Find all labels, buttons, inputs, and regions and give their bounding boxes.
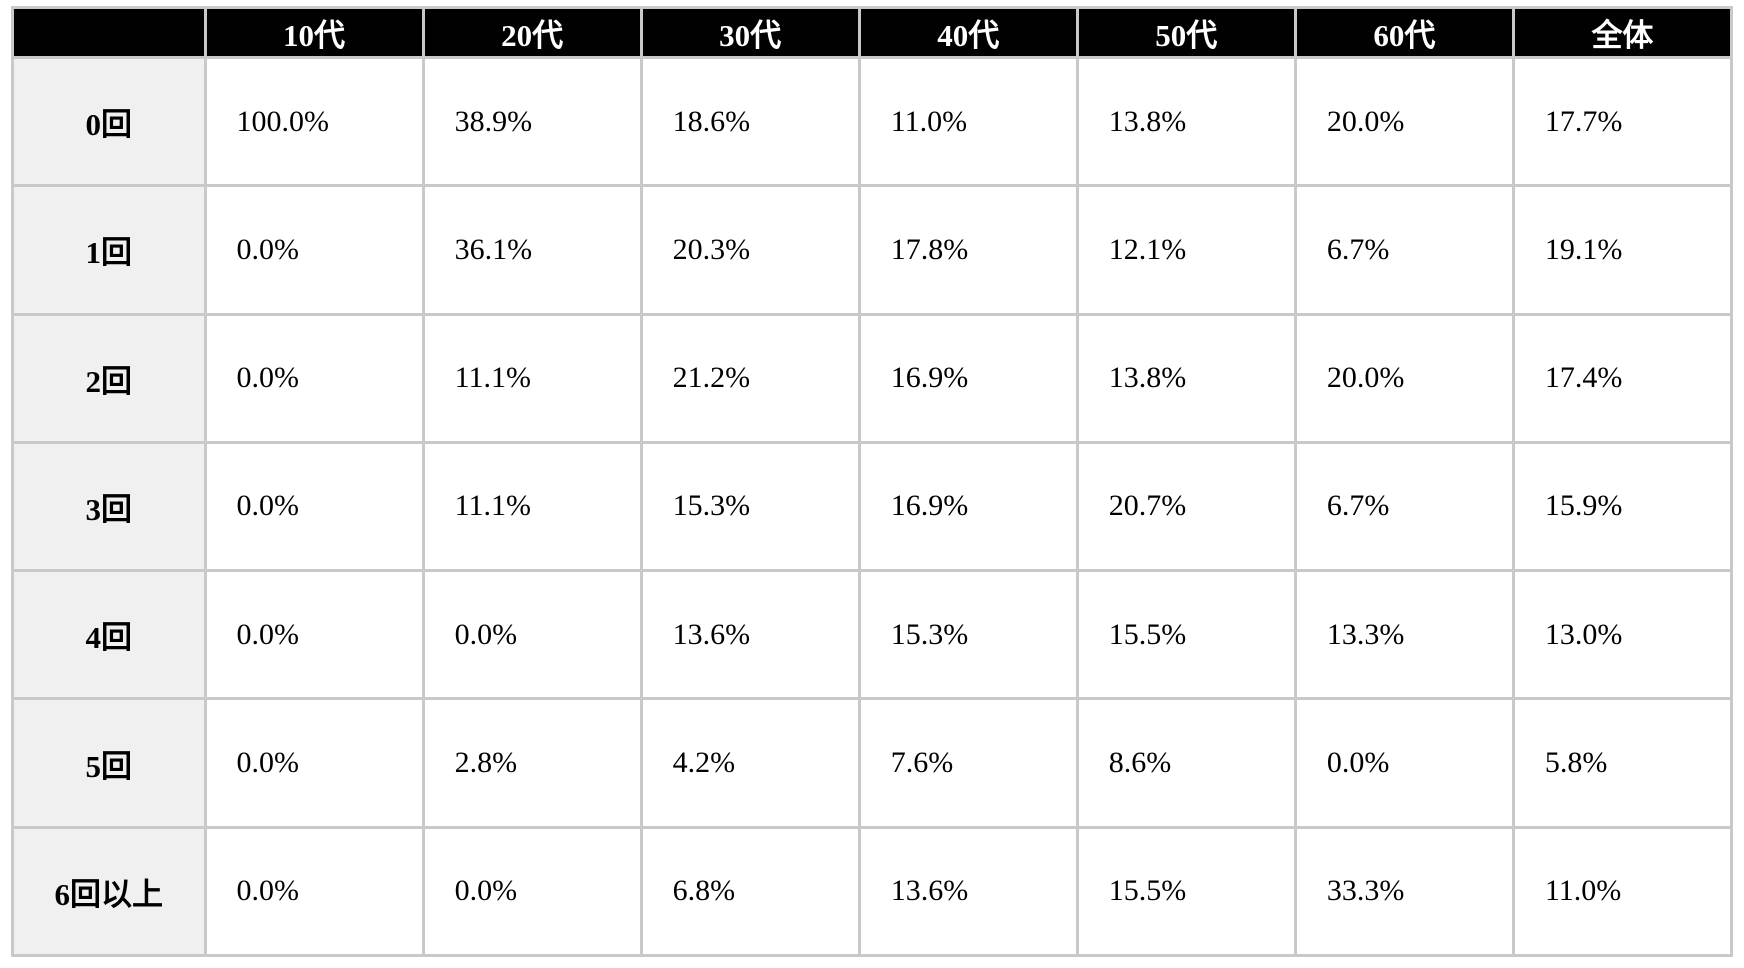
data-cell: 13.8% bbox=[1075, 312, 1297, 444]
data-cell: 0.0% bbox=[421, 825, 643, 958]
header-row: 10代 20代 30代 40代 50代 60代 全体 bbox=[11, 6, 1734, 59]
data-cell: 5.8% bbox=[1511, 697, 1734, 829]
data-cell: 100.0% bbox=[203, 55, 425, 188]
data-cell: 16.9% bbox=[857, 440, 1079, 573]
data-cell: 0.0% bbox=[203, 184, 425, 316]
data-cell: 8.6% bbox=[1075, 697, 1297, 829]
data-cell: 13.8% bbox=[1075, 55, 1297, 188]
column-header-1: 10代 bbox=[203, 6, 425, 59]
row-label: 4回 bbox=[11, 569, 207, 701]
table-row: 1回 0.0% 36.1% 20.3% 17.8% 12.1% 6.7% 19.1% bbox=[11, 184, 1734, 316]
data-cell: 15.5% bbox=[1075, 569, 1297, 701]
data-cell: 0.0% bbox=[203, 825, 425, 958]
age-frequency-table: 10代 20代 30代 40代 50代 60代 全体 0回 100.0% 38.9% 18.6% 1… bbox=[11, 6, 1734, 958]
data-cell: 19.1% bbox=[1511, 184, 1734, 316]
column-header-2: 20代 bbox=[421, 6, 643, 59]
data-cell: 33.3% bbox=[1293, 825, 1515, 958]
data-cell: 0.0% bbox=[203, 440, 425, 573]
row-label: 6回以上 bbox=[11, 825, 207, 958]
data-cell: 15.3% bbox=[857, 569, 1079, 701]
row-label: 1回 bbox=[11, 184, 207, 316]
column-header-5: 50代 bbox=[1075, 6, 1297, 59]
row-label: 5回 bbox=[11, 697, 207, 829]
table-row: 3回 0.0% 11.1% 15.3% 16.9% 20.7% 6.7% 15.9% bbox=[11, 440, 1734, 573]
data-cell: 13.0% bbox=[1511, 569, 1734, 701]
table-row: 4回 0.0% 0.0% 13.6% 15.3% 15.5% 13.3% 13.0% bbox=[11, 569, 1734, 701]
data-cell: 0.0% bbox=[1293, 697, 1515, 829]
column-header-3: 30代 bbox=[639, 6, 861, 59]
data-cell: 16.9% bbox=[857, 312, 1079, 444]
data-cell: 20.0% bbox=[1293, 312, 1515, 444]
data-cell: 20.3% bbox=[639, 184, 861, 316]
corner-cell bbox=[11, 6, 207, 59]
data-cell: 38.9% bbox=[421, 55, 643, 188]
data-cell: 11.0% bbox=[1511, 825, 1734, 958]
data-cell: 11.0% bbox=[857, 55, 1079, 188]
data-cell: 13.6% bbox=[857, 825, 1079, 958]
data-cell: 15.3% bbox=[639, 440, 861, 573]
data-cell: 36.1% bbox=[421, 184, 643, 316]
table-row: 5回 0.0% 2.8% 4.2% 7.6% 8.6% 0.0% 5.8% bbox=[11, 697, 1734, 829]
data-cell: 7.6% bbox=[857, 697, 1079, 829]
data-cell: 2.8% bbox=[421, 697, 643, 829]
row-label: 3回 bbox=[11, 440, 207, 573]
data-cell: 20.7% bbox=[1075, 440, 1297, 573]
data-cell: 15.5% bbox=[1075, 825, 1297, 958]
data-cell: 6.8% bbox=[639, 825, 861, 958]
data-cell: 17.4% bbox=[1511, 312, 1734, 444]
data-cell: 6.7% bbox=[1293, 440, 1515, 573]
data-cell: 0.0% bbox=[203, 569, 425, 701]
data-cell: 6.7% bbox=[1293, 184, 1515, 316]
data-cell: 13.3% bbox=[1293, 569, 1515, 701]
column-header-4: 40代 bbox=[857, 6, 1079, 59]
data-cell: 13.6% bbox=[639, 569, 861, 701]
data-cell: 20.0% bbox=[1293, 55, 1515, 188]
row-label: 0回 bbox=[11, 55, 207, 188]
table-header: 10代 20代 30代 40代 50代 60代 全体 bbox=[11, 6, 1734, 59]
table-row: 0回 100.0% 38.9% 18.6% 11.0% 13.8% 20.0% 17.7% bbox=[11, 55, 1734, 188]
data-cell: 21.2% bbox=[639, 312, 861, 444]
data-cell: 4.2% bbox=[639, 697, 861, 829]
column-header-6: 60代 bbox=[1293, 6, 1515, 59]
data-cell: 15.9% bbox=[1511, 440, 1734, 573]
data-cell: 11.1% bbox=[421, 440, 643, 573]
data-cell: 18.6% bbox=[639, 55, 861, 188]
data-cell: 11.1% bbox=[421, 312, 643, 444]
table-row: 2回 0.0% 11.1% 21.2% 16.9% 13.8% 20.0% 17.4% bbox=[11, 312, 1734, 444]
table-row: 6回以上 0.0% 0.0% 6.8% 13.6% 15.5% 33.3% 11.0% bbox=[11, 825, 1734, 958]
table-body: 0回 100.0% 38.9% 18.6% 11.0% 13.8% 20.0% 17.7% 1回… bbox=[11, 55, 1734, 958]
data-cell: 17.7% bbox=[1511, 55, 1734, 188]
data-cell: 0.0% bbox=[421, 569, 643, 701]
column-header-7: 全体 bbox=[1511, 6, 1734, 59]
data-cell: 17.8% bbox=[857, 184, 1079, 316]
data-cell: 0.0% bbox=[203, 312, 425, 444]
data-cell: 0.0% bbox=[203, 697, 425, 829]
row-label: 2回 bbox=[11, 312, 207, 444]
data-cell: 12.1% bbox=[1075, 184, 1297, 316]
